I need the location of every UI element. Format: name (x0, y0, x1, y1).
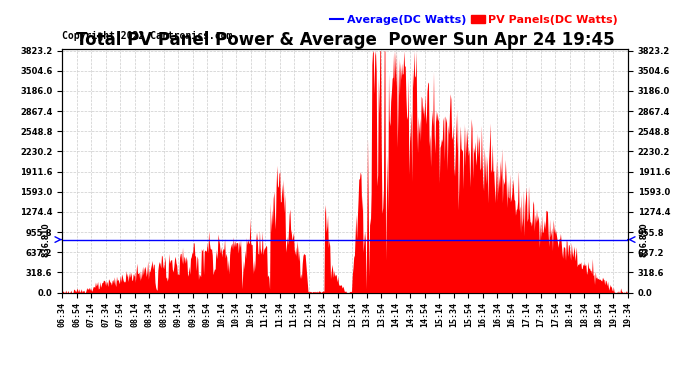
Title: Total PV Panel Power & Average  Power Sun Apr 24 19:45: Total PV Panel Power & Average Power Sun… (76, 31, 614, 49)
Legend: Average(DC Watts), PV Panels(DC Watts): Average(DC Watts), PV Panels(DC Watts) (326, 10, 622, 29)
Text: 836.810: 836.810 (639, 222, 648, 257)
Text: Copyright 2022 Cartronics.com: Copyright 2022 Cartronics.com (62, 32, 233, 41)
Text: 836.810: 836.810 (42, 222, 51, 257)
